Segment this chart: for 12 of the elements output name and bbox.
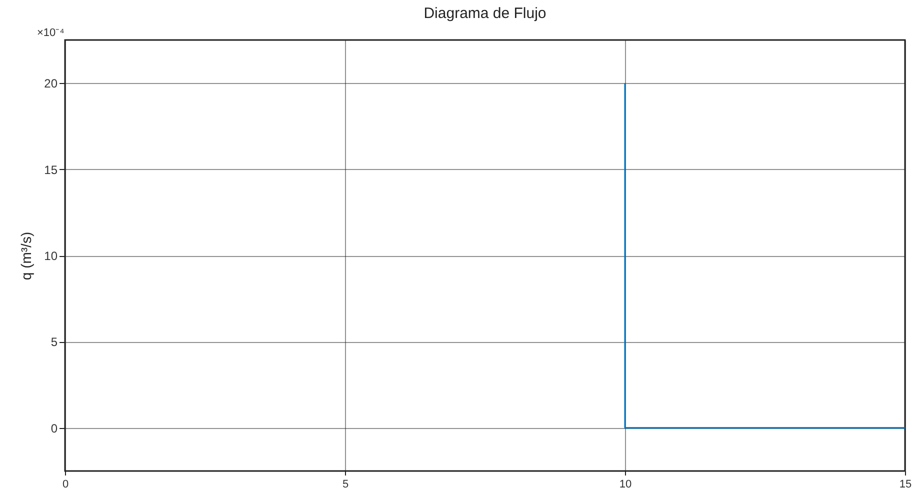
x-tick-label: 5 — [342, 478, 349, 490]
y-axis-title: q (m³/s) — [18, 232, 34, 280]
x-tick-label: 10 — [619, 478, 632, 490]
x-tick-label: 15 — [899, 478, 912, 490]
text: ×10⁻⁴ — [37, 27, 65, 39]
y-tick-label: 15 — [44, 162, 58, 177]
y-tick-label: 5 — [50, 335, 58, 350]
y-tick-label: 20 — [44, 76, 58, 91]
y-tick-label: 0 — [50, 421, 58, 436]
chart-title: Diagrama de Flujo — [424, 5, 546, 22]
x-tick-label: 0 — [62, 478, 69, 490]
y-tick-label: 10 — [44, 249, 58, 263]
